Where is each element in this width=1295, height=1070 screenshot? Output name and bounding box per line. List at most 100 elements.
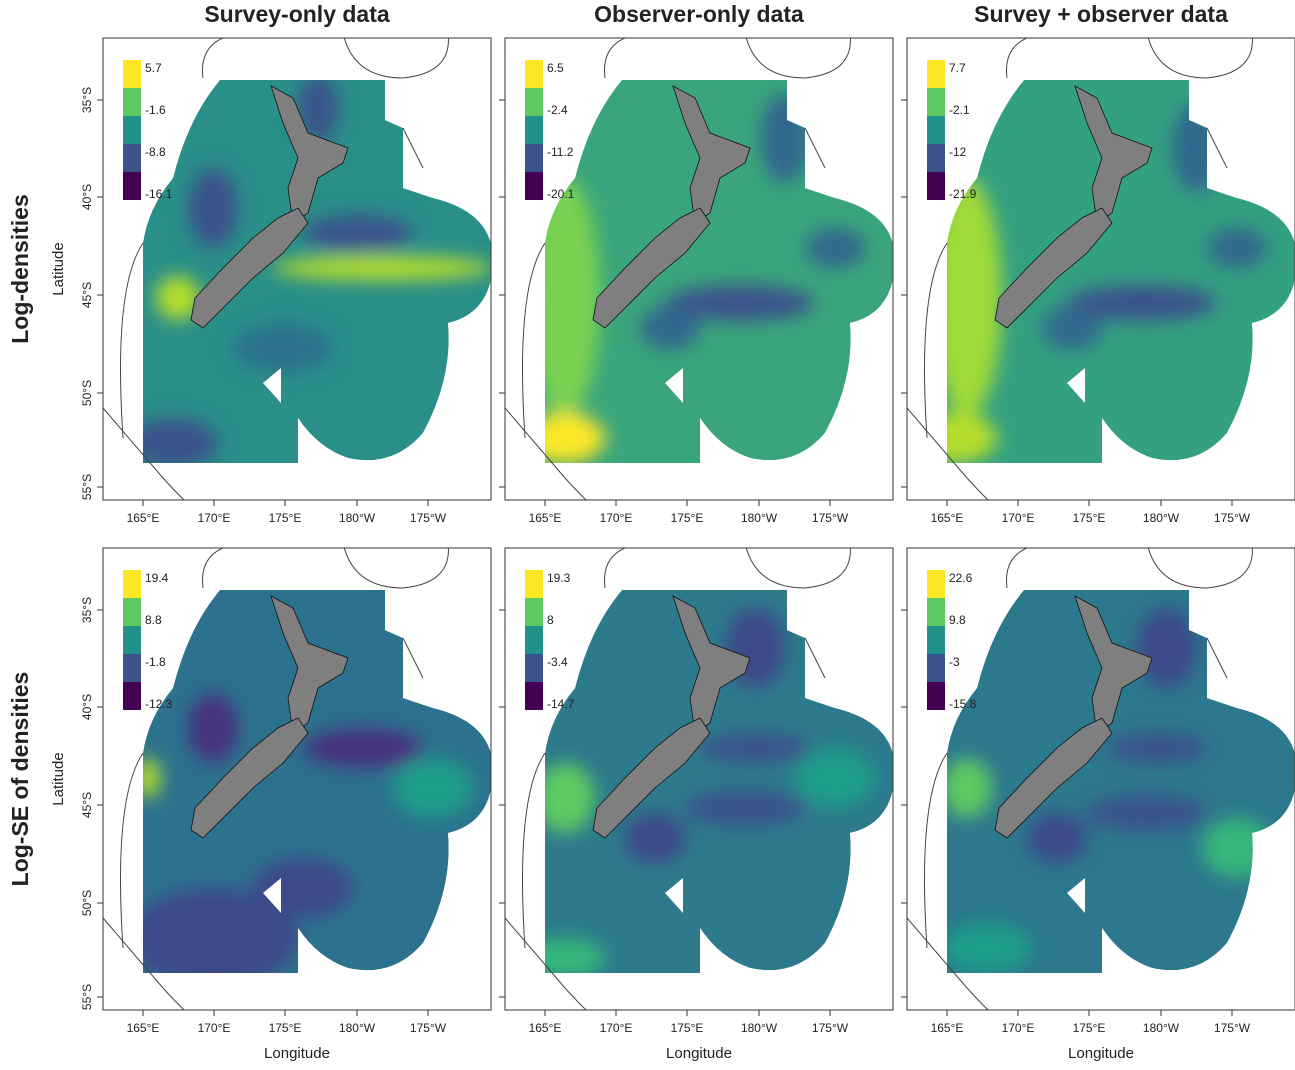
density-blob [1202,818,1272,878]
colorbar-label: 19.3 [547,571,571,585]
density-blobs [143,80,491,463]
gap [1067,368,1085,403]
y-tick-label: 35°S [80,597,94,623]
density-blob [156,276,200,320]
density-field [947,590,1295,973]
x-tick-label: 165°E [127,511,160,525]
density-blob [700,733,810,763]
colorbar-segment [525,570,543,598]
colorbar-segment [927,144,945,172]
y-tick-label: 55°S [80,474,94,500]
island [672,85,751,224]
gap [665,368,683,403]
map-panel: 6.5 -2.4 -11.2 -20.1 165°E 170°E 175°E 180°W 175… [499,37,894,525]
x-tick-label: 170°E [1002,511,1035,525]
colorbar-segment [123,144,141,172]
density-blob [947,923,1032,973]
x-tick-label: 175°E [671,511,704,525]
density-blob [188,693,238,763]
density-blob [1207,228,1267,268]
eez-line [907,38,1253,500]
eez-line [103,548,449,1010]
column-title: Observer-only data [594,1,804,27]
density-blob [143,888,298,973]
map-panel: 19.4 8.8 -1.8 -12.3 165°E 170°E 175°E 180°W 175°… [50,547,492,1062]
map-area [103,38,491,500]
x-tick-label: 175°W [1214,1021,1251,1035]
x-tick-label: 180°W [1143,511,1180,525]
y-axis-label: Latitude [50,242,67,295]
density-blob [303,215,413,251]
map-area [505,548,893,1010]
region [143,590,491,973]
panel-frame [504,547,894,1011]
island [270,595,349,734]
density-field [947,80,1295,463]
density-blob [545,413,605,463]
island [592,207,711,329]
map-panel: 7.7 -2.1 -12 -21.9 165°E 170°E 175°E 180°W 175°W [901,37,1295,525]
eez-line [907,548,1253,1010]
colorbar-segment [123,682,141,710]
colorbar-segment [927,88,945,116]
row-title: Log-densities [7,194,33,344]
x-tick-label: 175°W [812,511,849,525]
density-field [143,80,491,463]
x-tick-label: 170°E [600,511,633,525]
x-tick-label: 180°W [741,1021,778,1035]
panel-frame [102,547,492,1011]
colorbar-segment [123,88,141,116]
colorbar-label: 6.5 [547,61,564,75]
density-blob [1172,103,1222,193]
x-tick-label: 165°E [931,511,964,525]
island [994,207,1113,329]
density-blob [1087,795,1207,831]
density-blob [143,758,160,798]
colorbar-label: -3.4 [547,655,568,669]
map-area [505,38,893,500]
x-tick-label: 175°E [671,1021,704,1035]
colorbar-label: -14.7 [547,697,575,711]
panel-frame [504,37,894,501]
map-panel: 19.3 8 -3.4 -14.7 165°E 170°E 175°E 180°W 175°W L… [499,547,894,1062]
density-blob [805,228,865,268]
density-blob [143,418,218,463]
colorbar-segment [123,60,141,88]
colorbar-label: -11.2 [547,145,574,159]
x-axis-label: Longitude [1068,1045,1134,1062]
colorbar-segment [123,626,141,654]
map-area [907,38,1295,500]
density-blob [253,858,353,918]
x-tick-label: 165°E [931,1021,964,1035]
gap [1067,878,1085,913]
x-tick-label: 165°E [529,1021,562,1035]
eez-line [505,548,851,1010]
colorbar-label: -21.9 [949,187,977,201]
x-tick-label: 175°E [1073,511,1106,525]
colorbar-segment [927,570,945,598]
colorbar-label: -1.6 [145,103,166,117]
density-blob [188,168,238,248]
region [545,80,893,463]
x-tick-label: 170°E [600,1021,633,1035]
colorbar-label: 19.4 [145,571,169,585]
y-tick-label: 50°S [80,380,94,406]
x-tick-label: 180°W [339,511,376,525]
island [190,207,309,329]
colorbar-segment [123,598,141,626]
x-tick-label: 170°E [1002,1021,1035,1035]
x-tick-label: 175°W [410,1021,447,1035]
colorbar-label: -20.1 [547,187,575,201]
column-title: Survey + observer data [974,1,1228,27]
colorbar-segment [525,60,543,88]
region [947,80,1295,463]
x-tick-label: 175°E [269,1021,302,1035]
x-axis-label: Longitude [666,1045,732,1062]
x-tick-label: 170°E [198,1021,231,1035]
colorbar-label: 8 [547,613,554,627]
colorbar-label: -8.8 [145,145,166,159]
y-tick-label: 45°S [80,282,94,308]
density-blobs [545,608,875,973]
density-blob [760,93,810,183]
colorbar-segment [927,626,945,654]
